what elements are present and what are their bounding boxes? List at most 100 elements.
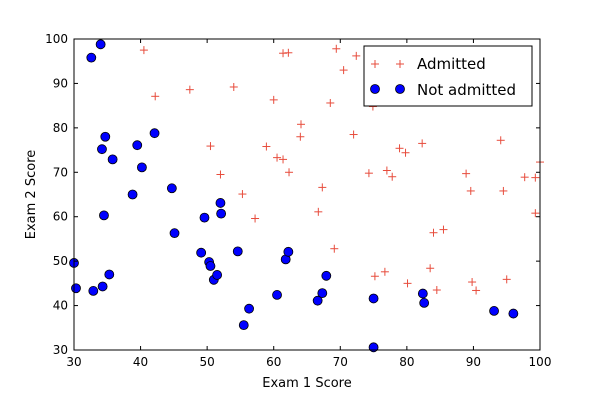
legend-plus-left	[371, 60, 379, 68]
point-admitted-4	[216, 170, 225, 179]
point-not-admitted-20	[205, 261, 216, 271]
x-tick-label-30: 30	[66, 355, 81, 369]
point-not-admitted-15	[166, 183, 177, 194]
point-admitted-33	[403, 279, 412, 288]
x-axis-ticks: 30 40 50 60 70 80 90 100	[66, 39, 551, 369]
point-admitted-2	[185, 85, 194, 94]
point-admitted-11	[279, 155, 288, 164]
legend-label-not-admitted: Not admitted	[417, 81, 516, 99]
plot-frame	[73, 38, 541, 351]
point-admitted-20	[330, 244, 339, 253]
point-admitted-24	[352, 51, 361, 60]
point-not-admitted-24	[216, 208, 227, 219]
point-not-admitted-2	[86, 52, 97, 63]
point-admitted-29	[382, 166, 391, 175]
point-admitted-23	[349, 130, 358, 139]
point-admitted-9	[269, 95, 278, 104]
y-tick-label-90: 90	[53, 76, 68, 90]
legend-marker-not-admitted	[370, 84, 405, 94]
point-admitted-41	[468, 278, 477, 287]
point-admitted-35	[426, 264, 435, 273]
point-admitted-10	[273, 153, 282, 162]
x-axis-label: Exam 1 Score	[262, 376, 351, 391]
x-tick-label-50: 50	[200, 355, 215, 369]
point-admitted-42	[472, 286, 481, 295]
point-admitted-44	[499, 186, 508, 195]
point-not-admitted-12	[132, 140, 143, 151]
point-admitted-28	[380, 267, 389, 276]
point-admitted-17	[314, 207, 323, 216]
point-admitted-47	[531, 173, 540, 182]
point-admitted-19	[326, 98, 335, 107]
y-axis-ticks: 30 40 50 60 70 80 90 100	[45, 32, 540, 357]
point-admitted-43	[496, 136, 505, 145]
point-admitted-34	[418, 139, 427, 148]
point-admitted-1	[151, 92, 160, 101]
y-tick-label-60: 60	[53, 210, 68, 224]
legend-box	[363, 45, 533, 107]
point-not-admitted-31	[312, 295, 323, 306]
point-admitted-8	[262, 142, 271, 151]
point-not-admitted-36	[417, 288, 428, 299]
y-tick-label-40: 40	[53, 299, 68, 313]
point-not-admitted-4	[95, 39, 106, 50]
point-not-admitted-3	[88, 286, 99, 296]
point-admitted-45	[502, 275, 511, 284]
x-tick-label-90: 90	[466, 355, 481, 369]
point-admitted-27	[370, 272, 379, 281]
point-admitted-30	[388, 172, 397, 181]
point-not-admitted-38	[489, 306, 499, 316]
point-not-admitted-17	[196, 247, 207, 258]
point-admitted-3	[206, 142, 215, 151]
point-admitted-15	[296, 132, 305, 141]
point-not-admitted-14	[149, 128, 160, 139]
x-tick-label-70: 70	[333, 355, 348, 369]
y-tick-label-50: 50	[53, 254, 68, 268]
legend-circle-right	[395, 84, 405, 94]
x-tick-label-100: 100	[529, 355, 552, 369]
point-admitted-48	[531, 209, 540, 218]
point-not-admitted-26	[238, 320, 249, 331]
point-not-admitted-23	[215, 198, 226, 208]
point-admitted-7	[251, 214, 260, 223]
point-not-admitted-1	[71, 283, 81, 294]
point-not-admitted-10	[107, 154, 118, 165]
point-not-admitted-27	[244, 303, 254, 314]
point-not-admitted-34	[368, 293, 379, 304]
point-not-admitted-6	[97, 281, 108, 292]
point-admitted-0	[139, 46, 148, 55]
point-admitted-32	[401, 148, 410, 157]
point-admitted-21	[332, 44, 341, 53]
point-not-admitted-16	[169, 228, 180, 239]
point-admitted-25	[364, 169, 373, 178]
point-not-admitted-18	[199, 212, 210, 223]
point-not-admitted-28	[272, 290, 282, 300]
point-not-admitted-7	[99, 210, 109, 221]
point-not-admitted-22	[212, 270, 223, 280]
point-admitted-46	[520, 173, 529, 182]
legend-marker-admitted	[371, 60, 404, 68]
point-admitted-13	[284, 48, 293, 57]
y-axis-label: Exam 2 Score	[24, 150, 39, 239]
point-admitted-40	[466, 186, 475, 195]
point-admitted-38	[439, 225, 448, 234]
legend-circle-left	[370, 84, 380, 94]
point-not-admitted-9	[104, 269, 115, 280]
x-tick-label-60: 60	[266, 355, 281, 369]
y-tick-label-80: 80	[53, 121, 68, 135]
x-tick-label-80: 80	[399, 355, 414, 369]
point-not-admitted-33	[321, 270, 332, 281]
point-admitted-36	[429, 228, 438, 237]
point-not-admitted-37	[419, 298, 430, 308]
point-not-admitted-32	[317, 288, 328, 299]
point-not-admitted-11	[127, 189, 138, 200]
point-admitted-39	[462, 169, 471, 178]
point-admitted-16	[297, 120, 306, 129]
legend-plus-right	[396, 60, 404, 68]
point-admitted-5	[229, 82, 238, 91]
point-not-admitted-25	[232, 246, 243, 257]
point-admitted-37	[432, 286, 441, 295]
y-tick-label-30: 30	[53, 343, 68, 357]
point-not-admitted-39	[508, 308, 519, 319]
